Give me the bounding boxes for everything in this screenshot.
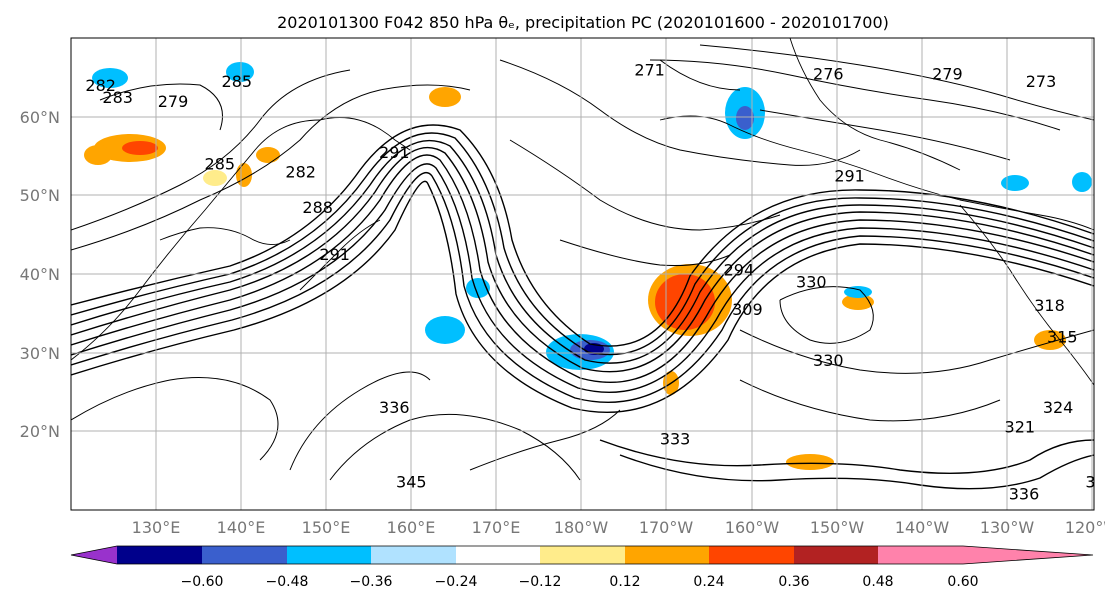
contour-label: 291 [834,166,865,185]
lon-label: 130°W [980,518,1035,537]
lat-label: 40°N [20,265,60,284]
contour-label: 339 [1085,473,1105,492]
gridlines [71,38,1094,510]
lon-label: 140°E [217,518,266,537]
colorbar-bin [117,546,202,564]
colorbar-tick-label: −0.60 [181,574,224,590]
contour-label: 336 [1009,484,1040,503]
colorbar-bin [456,546,540,564]
colorbar-bin [625,546,709,564]
lon-label: 150°E [302,518,351,537]
contour-label: 345 [396,473,427,492]
contour-label: 288 [302,198,333,217]
lon-label: 170°E [472,518,521,537]
contour-label: 271 [634,60,665,79]
contour-label: 330 [813,351,844,370]
contour-label: 282 [285,162,316,181]
colorbar-tick-label: −0.48 [266,574,309,590]
contour-label: 330 [796,272,827,291]
lon-label: 160°W [725,518,780,537]
lat-label: 30°N [20,344,60,363]
lon-label: 140°W [895,518,950,537]
colorbar-tick-label: −0.36 [350,574,393,590]
contour-label: 315 [1047,327,1078,346]
contour-label: 291 [379,143,410,162]
colorbar-bin [709,546,794,564]
lon-label: 130°E [132,518,181,537]
contour-label: 273 [1026,72,1057,91]
contour-label: 321 [1005,418,1036,437]
contour-label: 276 [813,64,844,83]
lon-label: 150°W [810,518,865,537]
colorbar-bin [878,546,963,564]
lon-label: 160°E [387,518,436,537]
colorbar-tick-label: −0.24 [435,574,478,590]
contour-label: 309 [732,300,763,319]
longitude-labels: 130°E 140°E 150°E 160°E 170°E 180°W 170°… [132,518,1105,537]
lat-label: 20°N [20,422,60,441]
colorbar-bin [794,546,878,564]
colorbar-tick-label: 0.48 [862,574,893,590]
contour-labels: 2822832792852712762792732762912852822882… [85,60,1105,503]
contour-label: 282 [85,76,116,95]
figure-title: 2020101300 F042 850 hPa θₑ, precipitatio… [277,13,889,32]
latitude-labels: 60°N 50°N 40°N 30°N 20°N [20,108,60,441]
colorbar: −0.60 −0.48 −0.36 −0.24 −0.12 0.12 0.24 … [70,545,1094,590]
colorbar-tick-label: 0.36 [778,574,809,590]
colorbar-tick-label: 0.24 [693,574,724,590]
contour-label: 333 [660,429,691,448]
colorbar-bin [202,546,287,564]
colorbar-tick-label: 0.60 [947,574,978,590]
colorbar-bin [540,546,625,564]
contour-label: 324 [1043,398,1074,417]
contour-label: 285 [205,155,236,174]
contour-label: 283 [102,88,133,107]
theta-e-contours [71,44,1094,490]
colorbar-bin [287,546,371,564]
lat-label: 60°N [20,108,60,127]
colorbar-tick-label: 0.12 [609,574,640,590]
contour-label: 285 [222,72,253,91]
lon-label: 180°W [554,518,609,537]
contour-label: 291 [319,245,350,264]
contour-label: 294 [724,261,755,280]
colorbar-labels: −0.60 −0.48 −0.36 −0.24 −0.12 0.12 0.24 … [181,574,979,590]
contour-label: 279 [158,92,189,111]
contour-label: 279 [932,64,963,83]
colorbar-bin [371,546,456,564]
map-panel: 2822832792852712762792732762912852822882… [20,37,1105,537]
contour-label: 336 [379,398,410,417]
contour-label: 318 [1034,296,1065,315]
colorbar-extend-high [963,546,1093,564]
lon-label: 120°W [1065,518,1105,537]
map-frame [70,37,1095,511]
lon-label: 170°W [639,518,694,537]
lat-label: 50°N [20,186,60,205]
colorbar-extend-low [71,546,117,564]
colorbar-outline [70,545,1094,565]
colorbar-tick-label: −0.12 [519,574,562,590]
